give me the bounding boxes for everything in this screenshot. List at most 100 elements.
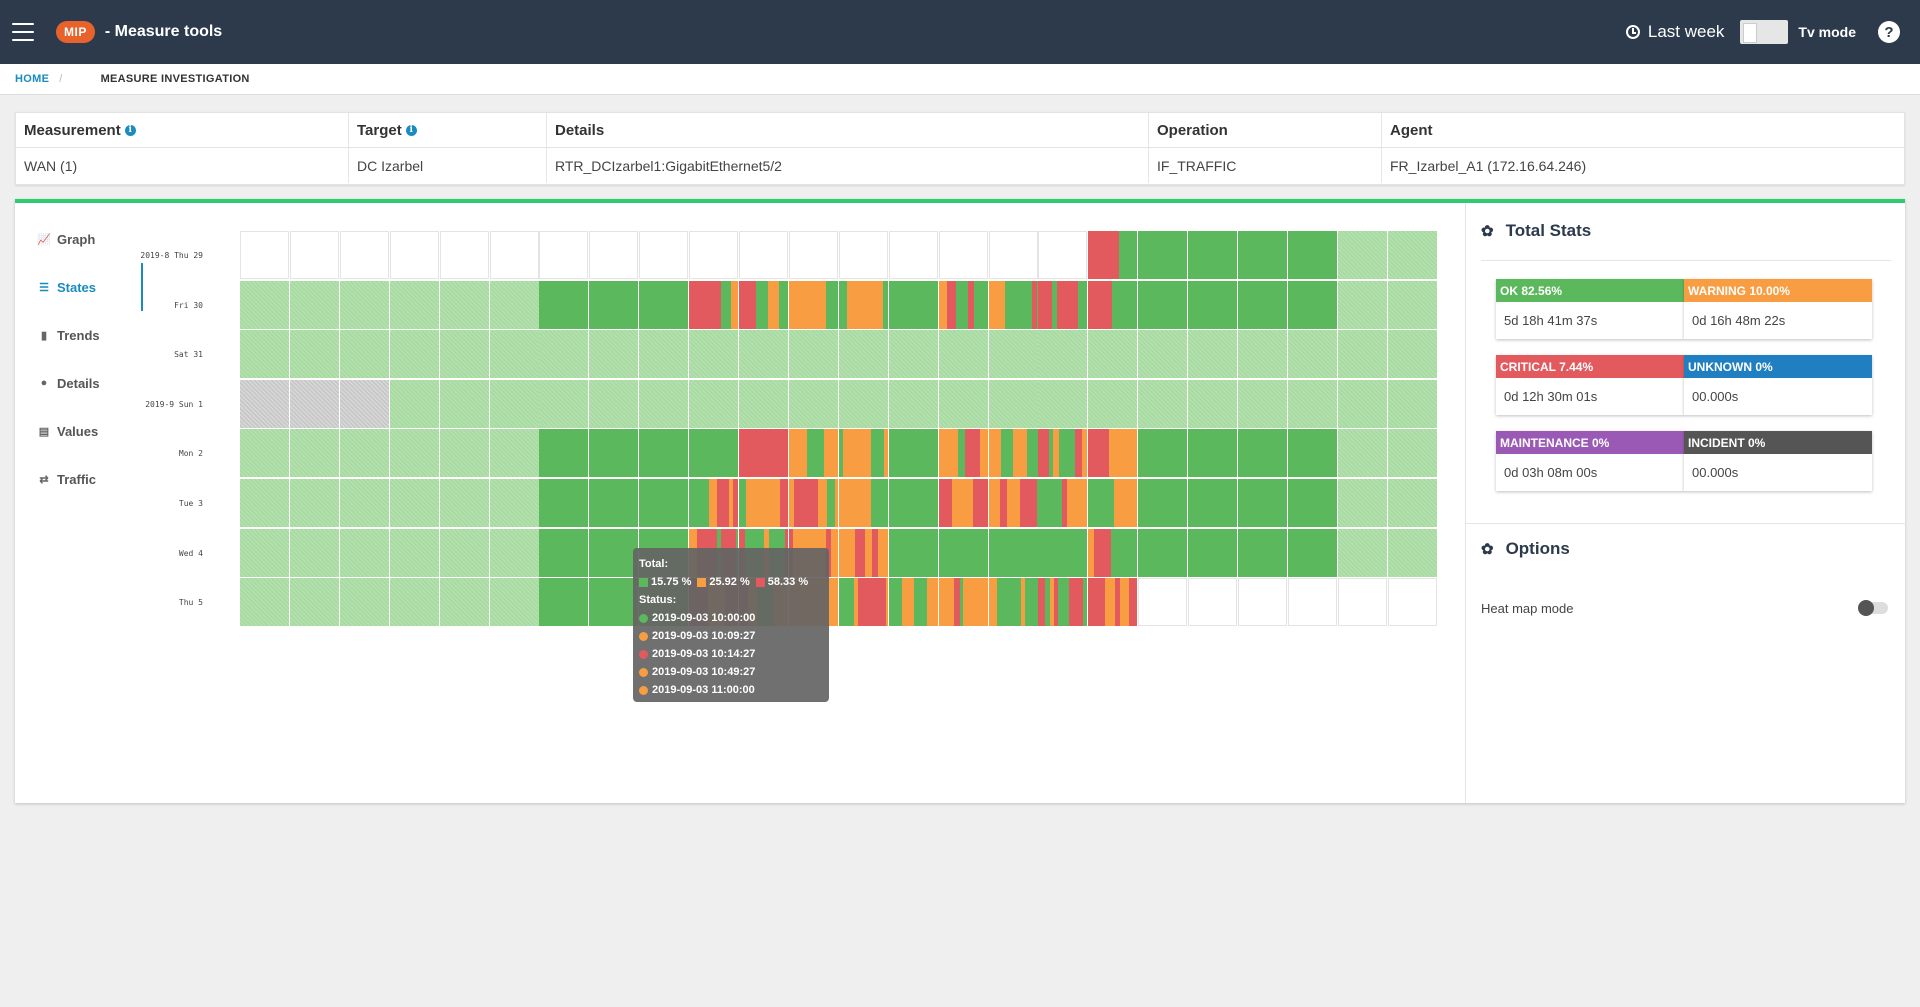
heatmap-cell[interactable] bbox=[1138, 330, 1188, 379]
heatmap-cell[interactable] bbox=[289, 379, 339, 428]
heatmap-cell[interactable] bbox=[339, 379, 389, 428]
heatmap-cell[interactable] bbox=[1088, 479, 1138, 527]
heatmap-cell[interactable] bbox=[1188, 330, 1238, 379]
heatmap-cell[interactable] bbox=[240, 379, 289, 428]
heatmap-cell[interactable] bbox=[589, 479, 639, 527]
nav-states[interactable]: ☰ States bbox=[15, 263, 143, 311]
help-icon[interactable]: ? bbox=[1878, 21, 1900, 43]
heatmap-cell[interactable] bbox=[888, 231, 938, 279]
heatmap-cell[interactable] bbox=[1287, 479, 1337, 527]
heatmap-cell[interactable] bbox=[1138, 578, 1188, 627]
heatmap-cell[interactable] bbox=[289, 429, 339, 478]
heatmap-cell[interactable] bbox=[1138, 528, 1188, 577]
heatmap-cell[interactable] bbox=[240, 578, 289, 627]
heatmap-cell[interactable] bbox=[240, 330, 289, 379]
heatmap-cell[interactable] bbox=[1088, 280, 1138, 329]
heatmap-cell[interactable] bbox=[439, 528, 489, 577]
heatmap-cell[interactable] bbox=[938, 280, 988, 329]
heatmap-cell[interactable] bbox=[1337, 429, 1387, 478]
period-selector[interactable]: Last week bbox=[1647, 22, 1725, 41]
heatmap-cell[interactable] bbox=[539, 528, 589, 577]
heatmap-cell[interactable] bbox=[489, 280, 539, 329]
heatmap-cell[interactable] bbox=[1038, 231, 1088, 279]
heatmap-cell[interactable] bbox=[1287, 429, 1337, 478]
heatmap-cell[interactable] bbox=[639, 429, 689, 478]
heatmap-cell[interactable] bbox=[689, 379, 739, 428]
heat-map-mode-toggle[interactable] bbox=[1858, 600, 1888, 616]
heatmap-cell[interactable] bbox=[1138, 429, 1188, 478]
heatmap-cell[interactable] bbox=[938, 429, 988, 478]
nav-details[interactable]: ● Details bbox=[15, 359, 143, 407]
heatmap-cell[interactable] bbox=[739, 280, 788, 329]
heatmap-cell[interactable] bbox=[1387, 379, 1437, 428]
heatmap-cell[interactable] bbox=[739, 479, 788, 527]
heatmap-cell[interactable] bbox=[739, 379, 788, 428]
nav-graph[interactable]: 📈 Graph bbox=[15, 215, 143, 263]
heatmap-cell[interactable] bbox=[439, 379, 489, 428]
heatmap-cell[interactable] bbox=[1287, 528, 1337, 577]
heatmap-cell[interactable] bbox=[788, 231, 838, 279]
heatmap-cell[interactable] bbox=[339, 429, 389, 478]
heatmap-cell[interactable] bbox=[589, 379, 639, 428]
heatmap-cell[interactable] bbox=[1387, 578, 1437, 627]
heatmap-cell[interactable] bbox=[439, 479, 489, 527]
info-icon[interactable]: i bbox=[405, 124, 417, 136]
heatmap-cell[interactable] bbox=[389, 330, 439, 379]
heatmap-cell[interactable] bbox=[1038, 578, 1088, 627]
heatmap-cell[interactable] bbox=[539, 330, 589, 379]
heatmap-cell[interactable] bbox=[489, 528, 539, 577]
heatmap-cell[interactable] bbox=[888, 280, 938, 329]
heatmap-cell[interactable] bbox=[838, 479, 888, 527]
nav-trends[interactable]: ▮ Trends bbox=[15, 311, 143, 359]
heatmap-cell[interactable] bbox=[439, 330, 489, 379]
clock-icon[interactable] bbox=[1625, 25, 1640, 39]
heatmap-cell[interactable] bbox=[1138, 479, 1188, 527]
heatmap-cell[interactable] bbox=[838, 578, 888, 627]
heatmap-cell[interactable] bbox=[240, 231, 289, 279]
heatmap-cell[interactable] bbox=[289, 231, 339, 279]
heatmap-cell[interactable] bbox=[739, 231, 788, 279]
heatmap-cell[interactable] bbox=[1038, 330, 1088, 379]
heatmap-cell[interactable] bbox=[1238, 280, 1287, 329]
heatmap-cell[interactable] bbox=[1337, 528, 1387, 577]
heatmap-cell[interactable] bbox=[1038, 479, 1088, 527]
heatmap-cell[interactable] bbox=[938, 379, 988, 428]
heatmap-cell[interactable] bbox=[489, 578, 539, 627]
heatmap-cell[interactable] bbox=[1088, 429, 1138, 478]
heatmap-cell[interactable] bbox=[988, 231, 1038, 279]
heatmap-cell[interactable] bbox=[339, 528, 389, 577]
heatmap-cell[interactable] bbox=[1287, 379, 1337, 428]
heatmap-cell[interactable] bbox=[1287, 578, 1337, 627]
heatmap-cell[interactable] bbox=[788, 429, 838, 478]
heatmap-cell[interactable] bbox=[888, 528, 938, 577]
heatmap-cell[interactable] bbox=[240, 528, 289, 577]
heatmap-cell[interactable] bbox=[1188, 280, 1238, 329]
heatmap-cell[interactable] bbox=[1387, 231, 1437, 279]
heatmap-cell[interactable] bbox=[1287, 330, 1337, 379]
heatmap-cell[interactable] bbox=[739, 429, 788, 478]
heatmap-cell[interactable] bbox=[439, 429, 489, 478]
tv-mode-toggle[interactable] bbox=[1740, 20, 1789, 44]
heatmap-cell[interactable] bbox=[1238, 479, 1287, 527]
heatmap-cell[interactable] bbox=[240, 479, 289, 527]
heatmap-cell[interactable] bbox=[988, 330, 1038, 379]
heatmap-cell[interactable] bbox=[489, 429, 539, 478]
heatmap-cell[interactable] bbox=[1238, 578, 1287, 627]
heatmap-cell[interactable] bbox=[689, 479, 739, 527]
heatmap-cell[interactable] bbox=[639, 231, 689, 279]
heatmap-cell[interactable] bbox=[389, 429, 439, 478]
heatmap-cell[interactable] bbox=[1337, 231, 1387, 279]
heatmap-cell[interactable] bbox=[1387, 330, 1437, 379]
heatmap-cell[interactable] bbox=[439, 578, 489, 627]
heatmap-cell[interactable] bbox=[838, 330, 888, 379]
heatmap-cell[interactable] bbox=[1038, 379, 1088, 428]
heatmap-cell[interactable] bbox=[539, 578, 589, 627]
heatmap-cell[interactable] bbox=[289, 330, 339, 379]
heatmap-cell[interactable] bbox=[1138, 231, 1188, 279]
heatmap-cell[interactable] bbox=[339, 330, 389, 379]
heatmap-cell[interactable] bbox=[1038, 528, 1088, 577]
heatmap-cell[interactable] bbox=[489, 479, 539, 527]
heatmap-cell[interactable] bbox=[1088, 231, 1138, 279]
heatmap-cell[interactable] bbox=[639, 330, 689, 379]
heatmap-cell[interactable] bbox=[938, 231, 988, 279]
